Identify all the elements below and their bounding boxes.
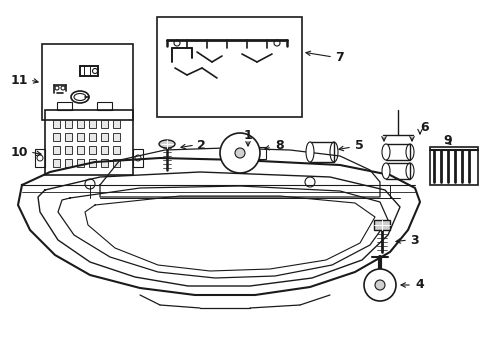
Text: 7: 7 (335, 50, 344, 63)
Text: 4: 4 (415, 279, 424, 292)
Bar (65, 146, 72, 154)
Bar (89, 146, 96, 154)
Text: 1: 1 (244, 129, 252, 141)
Bar (430, 147, 478, 185)
Bar (113, 133, 120, 141)
Bar (89, 133, 96, 141)
Bar (53, 120, 60, 128)
Ellipse shape (382, 144, 390, 160)
Bar (45, 110, 133, 175)
Text: 5: 5 (355, 139, 364, 152)
Bar (113, 159, 120, 167)
Bar (258, 147, 266, 159)
Bar (77, 146, 84, 154)
Bar (77, 159, 84, 167)
Bar (101, 133, 108, 141)
Text: 6: 6 (420, 121, 429, 134)
Bar (89, 120, 96, 128)
Bar (53, 133, 60, 141)
Bar (53, 146, 60, 154)
Bar (101, 146, 108, 154)
Bar (113, 146, 120, 154)
Bar (374, 220, 390, 230)
Bar (89, 159, 96, 167)
Bar (386, 144, 410, 160)
Ellipse shape (382, 163, 390, 179)
Circle shape (375, 280, 385, 290)
Bar (113, 120, 120, 128)
Bar (77, 120, 84, 128)
Text: 11: 11 (10, 73, 28, 86)
Bar (42, 44, 133, 120)
Text: 10: 10 (10, 145, 28, 158)
Text: 9: 9 (443, 134, 452, 147)
Bar (65, 133, 72, 141)
Text: 8: 8 (275, 139, 284, 152)
Bar (101, 120, 108, 128)
Bar (65, 120, 72, 128)
Bar (310, 142, 334, 162)
Bar (65, 159, 72, 167)
Bar (35, 149, 45, 167)
Bar (77, 133, 84, 141)
Ellipse shape (159, 140, 175, 148)
Bar (133, 149, 143, 167)
Bar (386, 163, 410, 179)
Text: 2: 2 (197, 139, 206, 152)
Bar (101, 159, 108, 167)
Bar (57, 102, 72, 110)
Circle shape (220, 133, 260, 173)
Text: 3: 3 (410, 234, 418, 247)
Ellipse shape (306, 142, 314, 162)
Circle shape (235, 148, 245, 158)
Circle shape (364, 269, 396, 301)
Bar (157, 17, 302, 117)
Bar (53, 159, 60, 167)
Bar (97, 102, 112, 110)
